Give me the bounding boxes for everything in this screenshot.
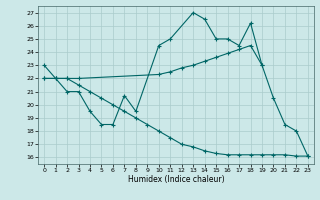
X-axis label: Humidex (Indice chaleur): Humidex (Indice chaleur) <box>128 175 224 184</box>
